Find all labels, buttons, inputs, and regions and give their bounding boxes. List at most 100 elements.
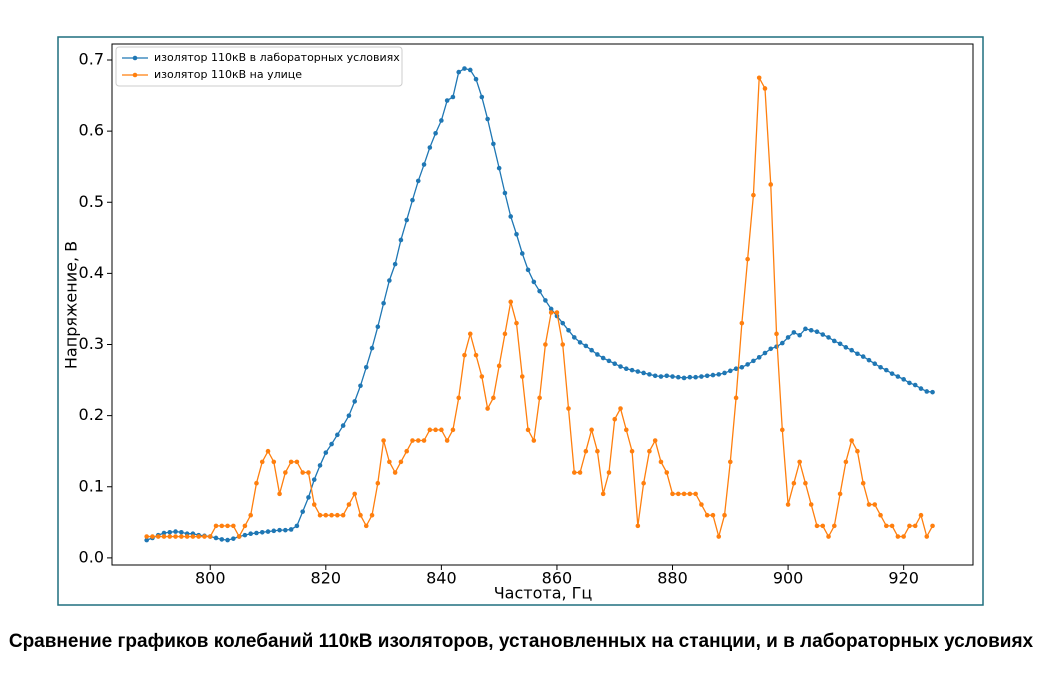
data-point xyxy=(560,342,566,347)
data-point xyxy=(855,448,860,454)
data-point xyxy=(803,326,808,332)
y-axis-label: Напряжение, В xyxy=(62,241,81,369)
data-point xyxy=(363,523,369,529)
data-point xyxy=(508,214,514,219)
data-point xyxy=(537,288,542,294)
data-point xyxy=(415,438,421,443)
data-point xyxy=(473,76,479,82)
data-point xyxy=(219,523,225,529)
data-point xyxy=(485,406,490,411)
data-point xyxy=(300,509,305,514)
data-point xyxy=(704,373,710,379)
data-point xyxy=(918,386,924,391)
data-point xyxy=(600,355,606,361)
data-point xyxy=(756,75,762,81)
data-point xyxy=(288,459,294,465)
data-point xyxy=(595,448,600,454)
data-point xyxy=(496,363,502,369)
data-point xyxy=(525,427,531,433)
data-point xyxy=(670,374,675,379)
data-point xyxy=(589,347,594,353)
data-point xyxy=(860,480,866,486)
data-point xyxy=(571,470,577,475)
data-point xyxy=(832,523,837,529)
data-point xyxy=(907,523,912,529)
data-point xyxy=(479,94,485,100)
data-point xyxy=(248,512,253,518)
data-point xyxy=(144,534,149,539)
data-point xyxy=(323,512,329,518)
data-point xyxy=(889,371,895,376)
data-point xyxy=(618,406,623,411)
data-point xyxy=(340,512,346,518)
data-point xyxy=(543,342,548,347)
data-point xyxy=(629,448,635,454)
data-point xyxy=(745,362,750,367)
x-axis-label: Частота, Гц xyxy=(494,584,593,603)
data-point xyxy=(381,300,386,306)
data-point xyxy=(346,413,352,418)
data-point xyxy=(502,331,508,337)
data-point xyxy=(190,534,196,539)
data-point xyxy=(918,512,924,518)
data-point xyxy=(288,527,294,532)
x-tick-label: 860 xyxy=(542,569,573,588)
data-point xyxy=(317,463,323,468)
data-point xyxy=(670,491,675,497)
data-point xyxy=(519,374,525,379)
data-point xyxy=(589,427,594,433)
data-point xyxy=(641,480,646,486)
y-tick-label: 0.7 xyxy=(79,50,104,69)
data-point xyxy=(548,306,554,312)
data-point xyxy=(814,523,820,529)
data-point xyxy=(600,491,606,497)
data-point xyxy=(543,298,548,303)
series-line xyxy=(146,75,934,540)
data-point xyxy=(404,448,410,454)
data-point xyxy=(675,374,681,380)
data-point xyxy=(363,364,369,370)
data-point xyxy=(225,523,230,529)
data-point xyxy=(369,345,375,351)
data-point xyxy=(242,523,248,529)
data-point xyxy=(756,355,762,360)
data-point xyxy=(780,427,785,433)
data-point xyxy=(595,352,600,357)
data-point xyxy=(439,118,444,123)
data-point xyxy=(878,364,883,370)
data-point xyxy=(410,438,415,443)
data-point xyxy=(901,377,906,382)
data-point xyxy=(231,536,236,541)
data-point xyxy=(832,338,837,344)
data-point xyxy=(774,331,779,337)
data-point xyxy=(820,332,826,337)
data-point xyxy=(404,217,410,223)
data-point xyxy=(508,299,514,305)
data-point xyxy=(254,480,259,486)
data-point xyxy=(155,534,161,539)
data-point xyxy=(837,491,843,497)
data-point xyxy=(687,374,693,380)
data-point xyxy=(681,375,687,381)
data-point xyxy=(849,438,854,443)
data-point xyxy=(219,537,225,542)
legend-box xyxy=(115,46,403,87)
data-point xyxy=(531,279,537,285)
data-point xyxy=(826,335,831,340)
data-point xyxy=(202,534,207,539)
data-point xyxy=(728,459,733,465)
data-point xyxy=(225,537,230,543)
data-point xyxy=(728,368,733,374)
data-point xyxy=(444,98,450,103)
data-point xyxy=(311,477,317,482)
data-point xyxy=(173,529,178,534)
data-point xyxy=(179,529,184,535)
data-point xyxy=(930,523,935,529)
data-point xyxy=(658,459,664,465)
data-point xyxy=(259,529,265,535)
data-point xyxy=(849,347,854,353)
data-point xyxy=(722,370,727,376)
data-point xyxy=(803,480,808,486)
data-point xyxy=(462,66,467,71)
